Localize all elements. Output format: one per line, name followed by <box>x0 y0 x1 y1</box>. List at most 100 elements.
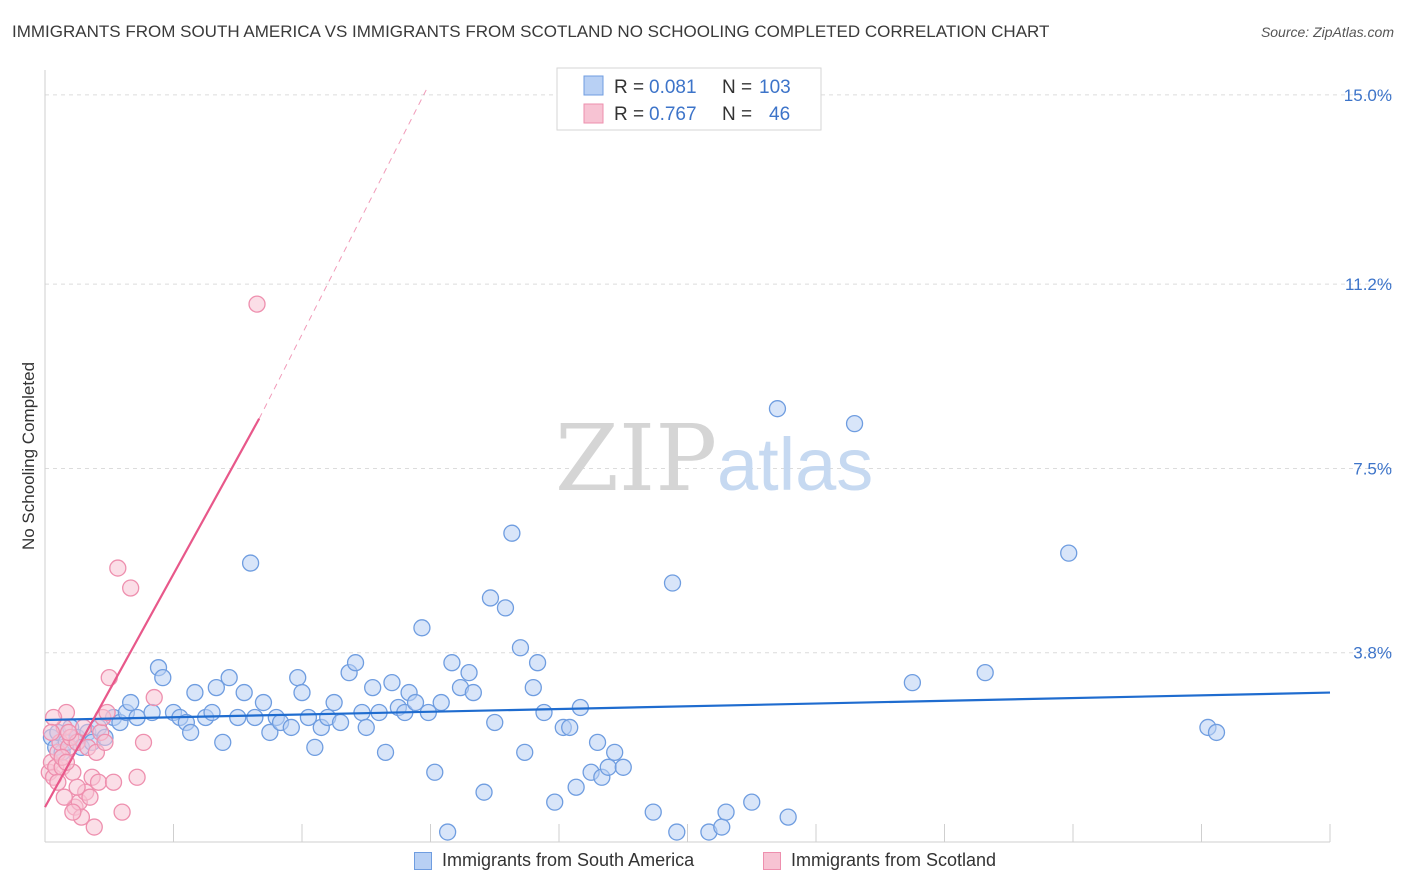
blue-data-point <box>235 683 253 702</box>
scatter-chart: ZIP atlas 3.8%7.5%11.2%15.0%0.0%60.0% No… <box>19 67 1392 843</box>
blue-data-point <box>460 664 478 682</box>
blue-data-point <box>713 818 731 836</box>
pink-data-point <box>100 668 118 687</box>
legend-swatch-pink <box>763 851 781 870</box>
blue-data-point <box>203 703 221 722</box>
blue-data-point <box>406 693 425 712</box>
pink-data-point <box>89 773 108 791</box>
blue-data-point <box>246 708 264 727</box>
pink-data-point <box>248 295 266 313</box>
legend-label: Immigrants from Scotland <box>791 850 997 870</box>
legend-r-label: R = <box>614 104 644 125</box>
blue-data-point <box>181 723 200 742</box>
y-tick-label: 3.8% <box>1353 644 1392 663</box>
pink-data-point <box>96 733 114 752</box>
blue-data-point <box>503 524 521 542</box>
tick-labels: 3.8%7.5%11.2%15.0%0.0%60.0% <box>1344 86 1392 663</box>
pink-data-point <box>98 703 116 722</box>
blue-data-point <box>903 673 922 692</box>
blue-data-point <box>214 733 232 752</box>
blue-data-point <box>282 718 300 737</box>
pink-data-point <box>64 803 82 821</box>
watermark-atlas: atlas <box>717 423 873 506</box>
blue-data-point <box>261 723 279 742</box>
blue-data-point <box>845 414 864 433</box>
blue-data-point <box>426 763 444 781</box>
pink-data-point <box>55 788 73 806</box>
blue-data-point <box>229 708 247 727</box>
legend-label: Immigrants from South America <box>442 850 695 870</box>
pink-data-point <box>42 723 61 742</box>
blue-data-point <box>122 693 140 712</box>
blue-data-point <box>1060 544 1078 562</box>
source-credit: Source: ZipAtlas.com <box>1260 24 1394 40</box>
blue-data-point <box>306 738 324 757</box>
blue-data-point <box>220 668 238 687</box>
legend-n-label: N = <box>722 104 752 125</box>
legend-r-value: 0.767 <box>649 104 697 125</box>
legend-item-scotland[interactable]: Immigrants from Scotland <box>763 850 996 871</box>
pink-trend-extension <box>258 89 427 419</box>
pink-data-point <box>81 788 99 806</box>
legend-item-south-america[interactable]: Immigrants from South America <box>414 850 694 871</box>
blue-data-point <box>464 683 482 702</box>
legend-r-label: R = <box>614 77 644 98</box>
axes <box>44 70 1331 843</box>
pink-trend-line <box>44 418 261 808</box>
blue-data-point <box>289 668 307 687</box>
blue-data-point <box>976 664 994 682</box>
blue-data-point <box>561 718 579 737</box>
blue-data-point <box>325 693 343 712</box>
blue-data-point <box>663 574 682 592</box>
blue-data-point <box>481 589 500 607</box>
legend-swatch-blue <box>583 75 604 96</box>
blue-data-point <box>364 678 382 697</box>
blue-data-point <box>496 599 515 617</box>
watermark-zip: ZIP <box>555 405 717 512</box>
blue-data-point <box>346 654 365 672</box>
pink-data-point <box>68 778 86 796</box>
pink-data-point <box>44 708 63 727</box>
trend-lines <box>44 89 1331 808</box>
chart-title: IMMIGRANTS FROM SOUTH AMERICA VS IMMIGRA… <box>12 22 1050 41</box>
legend-r-value: 0.081 <box>649 77 697 98</box>
blue-data-point <box>567 778 585 796</box>
pink-data-point <box>104 773 123 791</box>
y-tick-label: 15.0% <box>1344 86 1392 105</box>
blue-data-point <box>668 823 686 841</box>
blue-data-point <box>438 823 457 841</box>
blue-data-point <box>588 733 607 752</box>
legend-n-label: N = <box>722 77 752 98</box>
bottom-legend: Immigrants from South America Immigrants… <box>0 850 1406 878</box>
blue-data-point <box>779 808 797 826</box>
pink-data-point <box>145 688 163 707</box>
blue-data-point <box>743 793 761 811</box>
pink-data-point <box>128 768 146 786</box>
blue-data-point <box>331 713 350 732</box>
pink-data-point <box>85 818 103 836</box>
blue-data-point <box>524 678 542 697</box>
blue-data-point <box>511 639 530 657</box>
blue-data-point <box>475 783 493 801</box>
blue-data-point <box>644 803 662 821</box>
blue-data-point <box>486 713 504 732</box>
blue-data-point <box>768 400 787 418</box>
y-axis-label: No Schooling Completed <box>19 362 38 550</box>
blue-trend-line <box>44 691 1331 722</box>
blue-data-point <box>293 683 311 702</box>
blue-data-point <box>717 803 735 821</box>
blue-data-point <box>432 693 450 712</box>
blue-data-point <box>376 743 395 761</box>
blue-data-point <box>516 743 534 761</box>
legend-swatch-pink <box>583 103 604 124</box>
y-tick-label: 11.2% <box>1345 275 1392 294</box>
blue-data-point <box>357 718 375 737</box>
legend-n-value: 103 <box>759 77 791 98</box>
blue-data-point <box>443 654 461 672</box>
legend-swatch-blue <box>414 851 432 870</box>
pink-data-point <box>134 733 153 752</box>
blue-data-point <box>614 758 632 776</box>
blue-data-point <box>207 678 225 697</box>
legend-n-value: 46 <box>769 104 790 125</box>
blue-data-point <box>154 668 172 687</box>
